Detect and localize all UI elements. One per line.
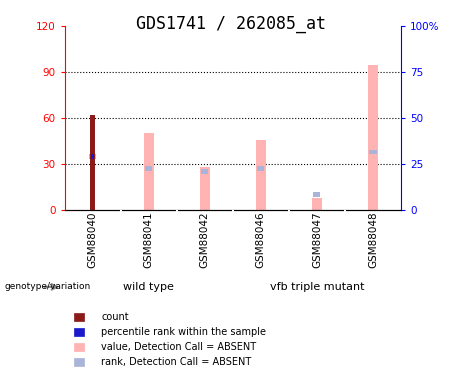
Text: GSM88048: GSM88048	[368, 211, 378, 268]
Text: GSM88046: GSM88046	[256, 211, 266, 268]
Text: value, Detection Call = ABSENT: value, Detection Call = ABSENT	[101, 342, 256, 352]
Bar	[256, 140, 266, 210]
Bar	[145, 166, 152, 171]
Text: genotype/variation: genotype/variation	[5, 282, 91, 291]
Bar	[368, 64, 378, 210]
Text: vfb triple mutant: vfb triple mutant	[270, 282, 364, 292]
Text: count: count	[101, 312, 129, 322]
Bar	[91, 154, 95, 159]
Bar	[257, 166, 264, 171]
Text: wild type: wild type	[123, 282, 174, 292]
Text: GSM88040: GSM88040	[88, 212, 98, 268]
Text: GDS1741 / 262085_at: GDS1741 / 262085_at	[136, 15, 325, 33]
Text: percentile rank within the sample: percentile rank within the sample	[101, 327, 266, 337]
Bar	[201, 170, 208, 174]
Text: GSM88047: GSM88047	[312, 211, 322, 268]
Text: GSM88041: GSM88041	[144, 211, 154, 268]
Bar	[370, 150, 377, 154]
Bar	[313, 192, 320, 197]
Text: rank, Detection Call = ABSENT: rank, Detection Call = ABSENT	[101, 357, 252, 367]
Bar	[144, 134, 154, 210]
Bar	[90, 115, 95, 210]
Bar	[312, 198, 322, 210]
Bar	[200, 167, 210, 210]
Text: GSM88042: GSM88042	[200, 211, 210, 268]
Bar	[89, 154, 96, 159]
